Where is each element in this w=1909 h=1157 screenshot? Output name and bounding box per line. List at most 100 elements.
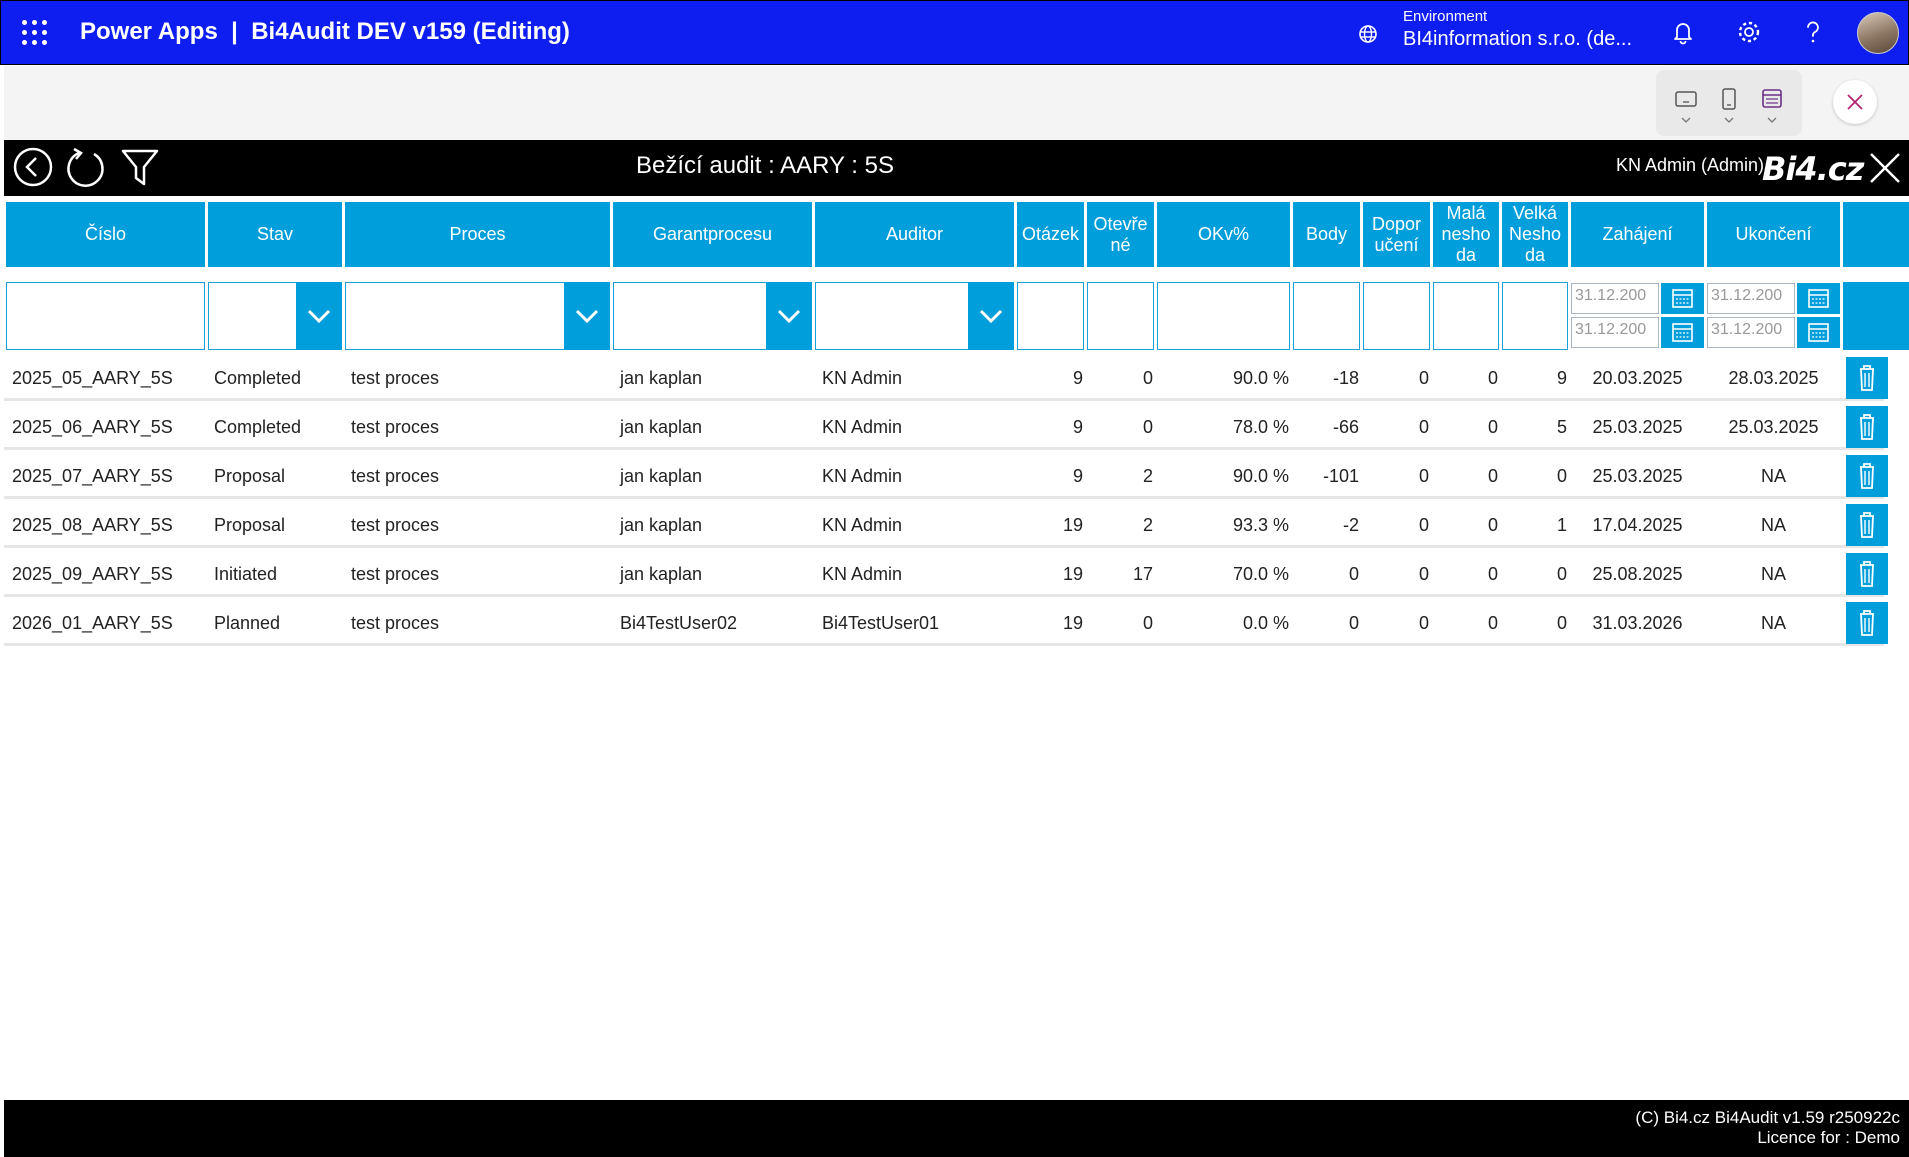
cell-cislo: 2025_09_AARY_5S [12,564,173,584]
cell-mala: 0 [1487,466,1498,486]
cell-doporuceni: 0 [1418,417,1429,437]
avatar[interactable] [1857,12,1899,54]
tablet-preview-icon[interactable] [1668,80,1704,130]
column-header-otazek[interactable]: Otázek [1017,202,1084,267]
refresh-icon[interactable] [64,145,108,189]
filter-body-input[interactable] [1293,282,1360,350]
cell-stav: Completed [214,368,302,388]
close-icon[interactable] [1868,151,1902,185]
cell-velka: 0 [1556,466,1567,486]
cell-body: -2 [1342,515,1359,535]
column-header-stav[interactable]: Stav [208,202,342,267]
cell-velka: 1 [1556,515,1567,535]
delete-button[interactable] [1846,504,1888,546]
filter-cislo-input[interactable] [6,282,205,350]
cell-proces: test proces [351,564,440,584]
cell-zahajeni: 31.03.2026 [1592,613,1683,633]
cell-body: -66 [1332,417,1359,437]
column-header-velka-neshoda[interactable]: Velká Nesho da [1502,202,1568,267]
cell-zahajeni: 20.03.2025 [1592,368,1683,388]
cell-auditor: KN Admin [822,368,903,388]
calendar-icon[interactable] [1661,317,1704,348]
filter-doporuceni-input[interactable] [1363,282,1430,350]
close-preview-button[interactable] [1833,80,1877,124]
calendar-preview-icon[interactable] [1754,80,1790,130]
cell-proces: test proces [351,515,440,535]
table-row[interactable]: 2025_09_AARY_5S Initiated test proces ja… [4,551,1888,597]
table-row[interactable]: 2025_08_AARY_5S Proposal test proces jan… [4,502,1888,548]
cell-otazek: 19 [1062,564,1083,584]
column-header-auditor[interactable]: Auditor [815,202,1014,267]
table-row[interactable]: 2025_07_AARY_5S Proposal test proces jan… [4,453,1888,499]
calendar-icon[interactable] [1797,283,1840,314]
back-icon[interactable] [12,146,54,188]
cell-otazek: 19 [1062,515,1083,535]
filter-icon[interactable] [120,146,160,188]
column-header-cislo[interactable]: Číslo [6,202,205,267]
filter-zahajeni-to[interactable]: 31.12.200 [1571,317,1659,348]
chevron-down-icon[interactable] [564,282,610,350]
cell-ukonceni: NA [1760,613,1786,633]
cell-otevrene: 0 [1142,368,1153,388]
cell-ukonceni: 25.03.2025 [1728,417,1819,437]
cell-stav: Completed [214,417,302,437]
cell-cislo: 2025_06_AARY_5S [12,417,173,437]
filter-otevrene-input[interactable] [1087,282,1154,350]
cell-doporuceni: 0 [1418,613,1429,633]
globe-icon[interactable] [1356,22,1380,46]
delete-button[interactable] [1846,553,1888,595]
column-header-ukonceni[interactable]: Ukončení [1707,202,1840,267]
column-header-mala-neshoda[interactable]: Malá nesho da [1433,202,1499,267]
filter-ukonceni-from[interactable]: 31.12.200 [1707,283,1795,314]
table-row[interactable]: 2026_01_AARY_5S Planned test proces Bi4T… [4,600,1888,646]
delete-button[interactable] [1846,357,1888,399]
cell-ukonceni: 28.03.2025 [1728,368,1819,388]
trash-icon [1860,610,1874,636]
cell-garant: jan kaplan [620,417,703,437]
cell-body: -18 [1332,368,1359,388]
chevron-down-icon[interactable] [766,282,812,350]
cell-mala: 0 [1487,515,1498,535]
cell-auditor: KN Admin [822,515,903,535]
column-header-doporuceni[interactable]: Dopor učení [1363,202,1430,267]
trash-icon [1860,512,1874,538]
bi4-logo: Bi4.cz [1762,150,1864,188]
table-row[interactable]: 2025_05_AARY_5S Completed test proces ja… [4,355,1888,401]
phone-preview-icon[interactable] [1711,80,1747,130]
filter-mala-input[interactable] [1433,282,1499,350]
column-header-body[interactable]: Body [1293,202,1360,267]
filter-ukonceni-to[interactable]: 31.12.200 [1707,317,1795,348]
cell-garant: Bi4TestUser02 [620,613,738,633]
cell-body: -101 [1322,466,1359,486]
environment-label: Environment [1403,8,1488,25]
help-icon[interactable] [1799,18,1827,46]
environment-value[interactable]: BI4information s.r.o. (de... [1403,28,1632,50]
cell-stav: Proposal [214,466,286,486]
delete-button[interactable] [1846,406,1888,448]
cell-velka: 0 [1556,613,1567,633]
table-row[interactable]: 2025_06_AARY_5S Completed test proces ja… [4,404,1888,450]
column-header-zahajeni[interactable]: Zahájení [1571,202,1704,267]
bell-icon[interactable] [1669,18,1697,46]
app-header-bar [4,140,1909,196]
calendar-icon[interactable] [1661,283,1704,314]
filter-zahajeni-from[interactable]: 31.12.200 [1571,283,1659,314]
calendar-icon[interactable] [1797,317,1840,348]
cell-garant: jan kaplan [620,368,703,388]
filter-ok-input[interactable] [1157,282,1290,350]
filter-otazek-input[interactable] [1017,282,1084,350]
delete-button[interactable] [1846,455,1888,497]
chevron-down-icon[interactable] [296,282,342,350]
column-header-ok[interactable]: OKv% [1157,202,1290,267]
column-header-garant[interactable]: Garantprocesu [613,202,812,267]
delete-button[interactable] [1846,602,1888,644]
chevron-down-icon[interactable] [968,282,1014,350]
filter-velka-input[interactable] [1502,282,1568,350]
column-header-otevrene[interactable]: Otevře né [1087,202,1154,267]
gear-icon[interactable] [1735,18,1763,46]
cell-stav: Proposal [214,515,286,535]
waffle-icon[interactable] [22,20,48,46]
command-bar [4,66,1909,140]
cell-otevrene: 0 [1142,613,1153,633]
column-header-proces[interactable]: Proces [345,202,610,267]
